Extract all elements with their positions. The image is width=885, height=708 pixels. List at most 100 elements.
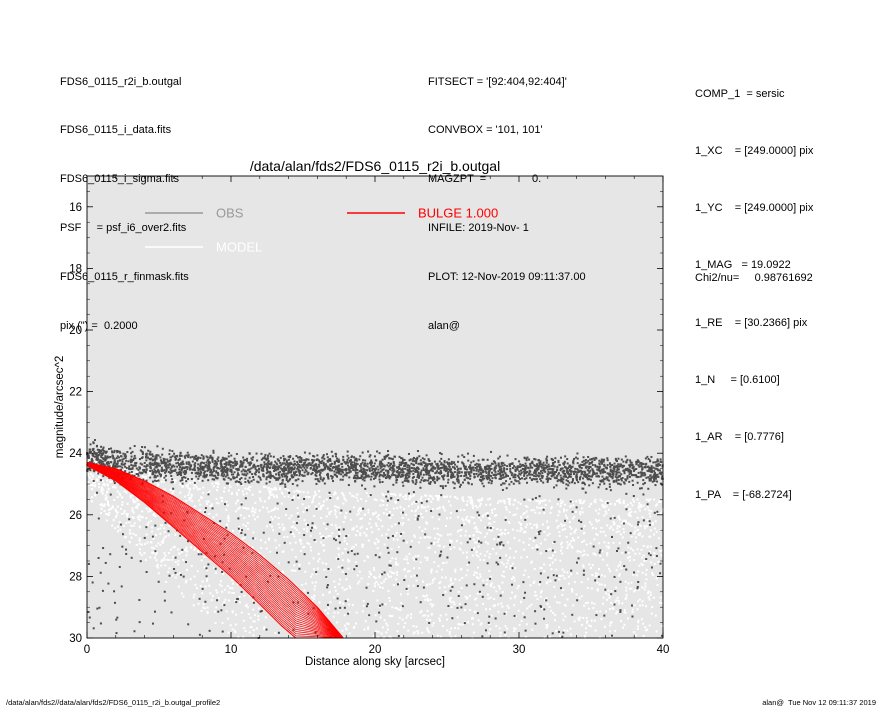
model-point: [520, 515, 523, 518]
model-point: [246, 522, 249, 525]
obs-point: [576, 452, 579, 455]
model-point: [355, 534, 358, 537]
model-point: [263, 626, 266, 629]
obs-point: [315, 482, 318, 485]
model-point: [313, 491, 316, 494]
obs-point: [353, 461, 356, 464]
model-point: [172, 490, 175, 493]
obs-point: [486, 468, 489, 471]
obs-point: [559, 469, 562, 472]
model-point: [648, 550, 651, 553]
obs-point: [293, 460, 296, 463]
model-point: [653, 527, 656, 530]
model-point: [465, 551, 468, 554]
obs-point: [200, 454, 203, 457]
model-point: [112, 519, 115, 522]
model-point: [514, 513, 517, 516]
model-point: [594, 572, 597, 575]
obs-point: [524, 469, 527, 472]
model-point: [477, 537, 480, 540]
model-point: [543, 507, 546, 510]
model-point: [449, 577, 452, 580]
obs-point: [525, 459, 528, 462]
obs-point: [437, 464, 440, 467]
model-point: [252, 514, 255, 517]
model-point: [594, 501, 597, 504]
obs-point: [325, 464, 328, 467]
model-point: [653, 498, 656, 501]
model-point: [408, 497, 411, 500]
obs-point: [376, 471, 379, 474]
obs-point: [565, 483, 568, 486]
obs-point: [143, 468, 146, 471]
model-point: [368, 522, 371, 525]
obs-point: [587, 465, 590, 468]
obs-point: [141, 453, 144, 456]
obs-point: [107, 456, 110, 459]
model-point: [400, 635, 403, 638]
model-point: [607, 589, 610, 592]
obs-point: [252, 475, 255, 478]
obs-point: [298, 465, 301, 468]
obs-point: [596, 466, 599, 469]
model-point: [209, 505, 212, 508]
model-point: [414, 502, 417, 505]
model-point: [577, 550, 580, 553]
model-point: [520, 522, 523, 525]
model-point: [340, 565, 343, 568]
model-point: [404, 575, 407, 578]
obs-point: [392, 460, 395, 463]
model-point: [590, 601, 593, 604]
obs-point: [552, 468, 555, 471]
model-point: [507, 541, 510, 544]
model-point: [545, 582, 548, 585]
model-point: [395, 578, 398, 581]
obs-point: [180, 463, 183, 466]
obs-point: [440, 457, 443, 460]
obs-point: [105, 457, 108, 460]
obs-point: [612, 467, 615, 470]
obs-point: [97, 472, 100, 475]
obs-point: [451, 466, 454, 469]
model-point: [607, 542, 610, 545]
obs-point: [133, 464, 136, 467]
obs-point: [162, 457, 165, 460]
obs-point: [533, 474, 536, 477]
model-point: [645, 525, 648, 528]
obs-point: [615, 479, 618, 482]
model-point: [651, 572, 654, 575]
model-point: [498, 533, 501, 536]
model-point: [303, 545, 306, 548]
obs-point: [563, 461, 566, 464]
model-point: [96, 479, 99, 482]
obs-point: [159, 475, 162, 478]
obs-point: [503, 464, 506, 467]
obs-point: [379, 465, 382, 468]
model-point: [214, 541, 217, 544]
model-point: [294, 556, 297, 559]
model-point: [533, 524, 536, 527]
obs-point: [502, 462, 505, 465]
obs-point: [350, 464, 353, 467]
obs-point: [166, 460, 169, 463]
model-point: [386, 504, 389, 507]
obs-point: [153, 474, 156, 477]
model-point: [472, 507, 475, 510]
obs-point: [203, 473, 206, 476]
obs-point: [362, 468, 365, 471]
obs-point: [210, 469, 213, 472]
model-point: [623, 608, 626, 611]
model-point: [118, 492, 121, 495]
obs-point: [298, 460, 301, 463]
model-point: [571, 500, 574, 503]
obs-point: [235, 476, 238, 479]
obs-point: [243, 459, 246, 462]
model-point: [583, 500, 586, 503]
model-point: [200, 609, 203, 612]
obs-point: [654, 475, 657, 478]
model-point: [229, 624, 232, 627]
model-point: [309, 546, 312, 549]
obs-point: [417, 472, 420, 475]
model-point: [477, 555, 480, 558]
model-point: [531, 628, 534, 631]
